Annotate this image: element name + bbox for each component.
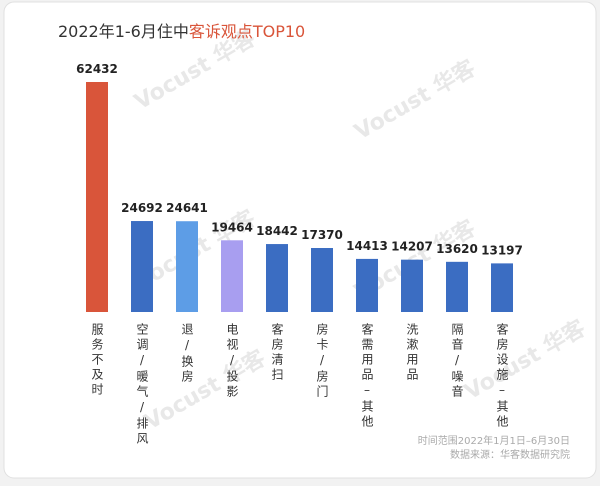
bar — [401, 259, 423, 312]
card — [3, 1, 597, 479]
value-label: 18442 — [256, 224, 298, 238]
value-label: 19464 — [211, 220, 253, 234]
bar — [446, 261, 468, 312]
x-tick-label: 电视/投影 — [225, 323, 239, 400]
x-tick-label: 空调/暖气/排风 — [135, 323, 149, 447]
value-label: 14207 — [391, 240, 433, 254]
value-label: 24692 — [121, 201, 163, 215]
value-label: 13197 — [481, 243, 523, 257]
x-tick-label: 隔音/噪音 — [450, 323, 464, 400]
footnote: 数据来源：华客数据研究院 — [450, 448, 570, 461]
bar — [491, 263, 513, 312]
value-label: 24641 — [166, 201, 208, 215]
value-label: 17370 — [301, 228, 343, 242]
footnote: 时间范围2022年1月1日–6月30日 — [418, 434, 570, 447]
x-tick-label: 房卡/房门 — [315, 322, 329, 400]
bar — [86, 82, 108, 312]
x-tick-label: 客需用品–其他 — [360, 322, 374, 430]
bar — [311, 248, 333, 312]
value-label: 13620 — [436, 242, 478, 256]
title-text: 2022年1-6月住中 — [58, 22, 189, 41]
x-tick-label: 客房清扫 — [270, 322, 284, 383]
bar — [176, 221, 198, 312]
bar — [221, 240, 243, 312]
bar — [356, 258, 378, 312]
x-tick-label: 客房设施–其他 — [495, 322, 509, 430]
chart-title: 2022年1-6月住中客诉观点TOP10 — [58, 22, 305, 41]
bar — [131, 221, 153, 312]
x-tick-label: 退/换房 — [180, 323, 194, 385]
value-label: 14413 — [346, 239, 388, 253]
x-tick-label: 服务不及时 — [90, 323, 104, 398]
value-label: 62432 — [76, 62, 118, 76]
title-highlight: 客诉观点TOP10 — [189, 22, 305, 41]
x-tick-label: 洗漱用品 — [405, 323, 419, 383]
bar — [266, 244, 288, 312]
